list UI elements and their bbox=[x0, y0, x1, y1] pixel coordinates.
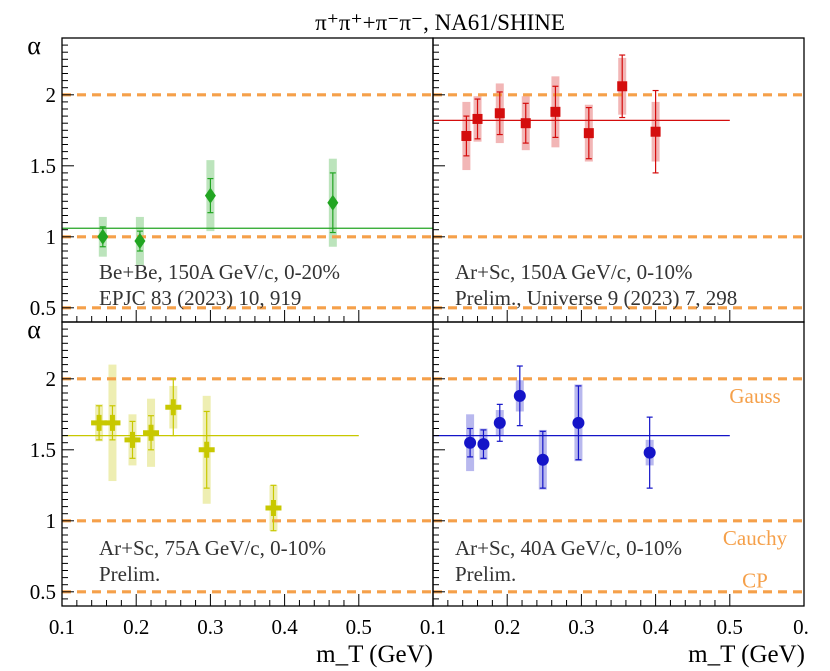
data-point-arsc150 bbox=[520, 118, 531, 129]
panel-sublabel-arsc75: Prelim. bbox=[99, 562, 160, 586]
reference-label-cp: CP bbox=[742, 568, 768, 592]
data-point-arsc75 bbox=[165, 399, 182, 416]
y-axis-label-top: α bbox=[27, 31, 41, 60]
y-tick-label: 2 bbox=[46, 367, 57, 391]
data-point-arsc150 bbox=[583, 128, 594, 139]
data-points-layer bbox=[91, 81, 661, 517]
x-axis-label-right: m_T (GeV) bbox=[688, 641, 805, 668]
x-tick-label-clipped: 0. bbox=[793, 615, 809, 639]
data-point-arsc75 bbox=[124, 431, 141, 448]
x-tick-label: 0.1 bbox=[49, 615, 75, 639]
data-point-arsc75 bbox=[198, 441, 215, 458]
reference-label-cauchy: Cauchy bbox=[723, 526, 788, 550]
x-tick-label: 0.5 bbox=[717, 615, 743, 639]
data-point-arsc40 bbox=[493, 416, 506, 429]
x-tick-label: 0.4 bbox=[271, 615, 298, 639]
data-point-arsc150 bbox=[494, 108, 505, 119]
data-point-arsc150 bbox=[472, 113, 483, 124]
x-tick-label: 0.4 bbox=[642, 615, 669, 639]
panel-label-arsc150: Ar+Sc, 150A GeV/c, 0-10% bbox=[455, 260, 693, 284]
tick-marks-layer bbox=[61, 44, 731, 606]
panel-sublabel-arsc40: Prelim. bbox=[455, 562, 516, 586]
y-axis-label-bottom: α bbox=[27, 315, 41, 344]
data-point-bebe bbox=[204, 187, 216, 204]
y-tick-label: 1 bbox=[46, 509, 57, 533]
data-point-bebe bbox=[97, 228, 109, 245]
data-point-arsc40 bbox=[536, 453, 549, 466]
panel-sublabel-bebe: EPJC 83 (2023) 10, 919 bbox=[99, 286, 301, 310]
x-tick-label: 0.3 bbox=[568, 615, 594, 639]
data-point-arsc40 bbox=[572, 416, 585, 429]
data-point-arsc40 bbox=[477, 438, 490, 451]
data-point-arsc150 bbox=[461, 130, 472, 141]
x-tick-label: 0.5 bbox=[346, 615, 372, 639]
data-point-arsc150 bbox=[550, 106, 561, 117]
y-tick-label: 1.5 bbox=[30, 154, 56, 178]
data-point-arsc40 bbox=[464, 436, 477, 449]
reference-lines-layer bbox=[62, 93, 804, 594]
x-tick-label: 0.2 bbox=[494, 615, 520, 639]
y-tick-label: 0.5 bbox=[30, 580, 56, 604]
data-point-bebe bbox=[134, 233, 146, 250]
data-point-bebe bbox=[327, 194, 339, 211]
panel-label-arsc75: Ar+Sc, 75A GeV/c, 0-10% bbox=[99, 536, 326, 560]
data-point-arsc40 bbox=[643, 446, 656, 459]
panel-label-arsc40: Ar+Sc, 40A GeV/c, 0-10% bbox=[455, 536, 682, 560]
data-point-arsc75 bbox=[91, 414, 108, 431]
text-layer: Be+Be, 150A GeV/c, 0-20%EPJC 83 (2023) 1… bbox=[27, 10, 809, 668]
panel-sublabel-arsc150: Prelim., Universe 9 (2023) 7, 298 bbox=[455, 286, 737, 310]
data-point-arsc75 bbox=[265, 500, 282, 517]
x-tick-label: 0.1 bbox=[420, 615, 446, 639]
x-tick-label: 0.2 bbox=[123, 615, 149, 639]
y-tick-label: 0.5 bbox=[30, 296, 56, 320]
y-tick-label: 1 bbox=[46, 225, 57, 249]
x-axis-label-left: m_T (GeV) bbox=[316, 641, 433, 668]
figure-title: π⁺π⁺+π⁻π⁻, NA61/SHINE bbox=[315, 10, 565, 35]
data-point-arsc150 bbox=[617, 81, 628, 92]
y-tick-label: 2 bbox=[46, 83, 57, 107]
data-point-arsc150 bbox=[650, 126, 661, 137]
reference-label-gauss: Gauss bbox=[729, 384, 780, 408]
y-tick-label: 1.5 bbox=[30, 438, 56, 462]
x-tick-label: 0.3 bbox=[197, 615, 223, 639]
panel-label-bebe: Be+Be, 150A GeV/c, 0-20% bbox=[99, 260, 340, 284]
data-point-arsc75 bbox=[104, 414, 121, 431]
data-point-arsc40 bbox=[513, 389, 526, 402]
data-point-arsc75 bbox=[143, 424, 160, 441]
